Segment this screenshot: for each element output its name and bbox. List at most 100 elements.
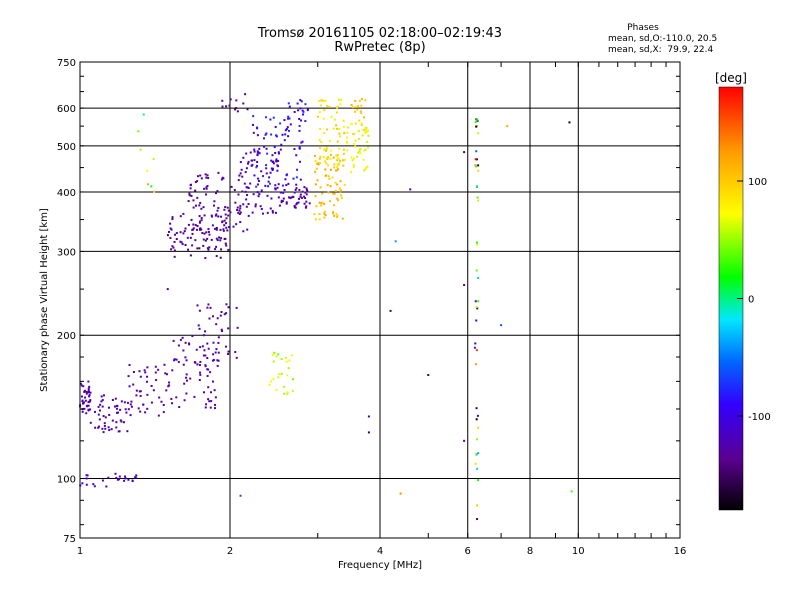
data-point <box>128 364 131 367</box>
data-point <box>330 115 333 118</box>
data-point <box>216 209 219 212</box>
data-point <box>160 400 163 403</box>
data-point <box>204 173 207 176</box>
data-point <box>352 132 355 135</box>
data-point <box>224 237 227 240</box>
data-point <box>181 243 184 246</box>
data-point <box>477 164 480 167</box>
data-point <box>207 230 210 233</box>
data-point <box>245 152 248 155</box>
data-point <box>262 212 265 215</box>
data-point <box>142 113 145 116</box>
x-axis-label: Frequency [MHz] <box>338 560 422 571</box>
data-point <box>286 126 289 129</box>
data-point <box>105 485 108 488</box>
data-point <box>319 147 322 150</box>
data-point <box>157 414 160 417</box>
data-point <box>150 401 153 404</box>
data-point <box>283 119 286 122</box>
data-point <box>313 213 316 216</box>
data-point <box>83 401 86 404</box>
data-point <box>191 244 194 247</box>
data-point <box>215 255 218 258</box>
data-point <box>305 188 308 191</box>
data-point <box>227 306 230 309</box>
data-point <box>184 227 187 230</box>
data-point <box>146 375 149 378</box>
data-point <box>111 398 114 401</box>
data-point <box>331 176 334 179</box>
data-point <box>94 426 97 429</box>
data-point <box>127 478 130 481</box>
data-point <box>343 131 346 134</box>
data-point <box>206 237 209 240</box>
data-point <box>277 183 280 186</box>
data-point <box>337 168 340 171</box>
data-point <box>338 187 341 190</box>
data-point <box>299 160 302 163</box>
data-point <box>270 167 273 170</box>
data-point <box>477 452 480 455</box>
data-point <box>350 156 353 159</box>
data-point <box>568 121 571 124</box>
data-point <box>219 239 222 242</box>
data-point <box>476 241 479 244</box>
data-point <box>130 400 133 403</box>
data-point <box>171 369 174 372</box>
data-point <box>223 313 226 316</box>
data-point <box>247 187 250 190</box>
data-point <box>305 193 308 196</box>
data-point <box>208 233 211 236</box>
data-point <box>198 204 201 207</box>
data-point <box>271 169 274 172</box>
data-point <box>228 226 231 229</box>
data-point <box>342 152 345 155</box>
data-point <box>199 346 202 349</box>
data-point <box>87 391 90 394</box>
data-point <box>88 400 91 403</box>
data-point <box>197 175 200 178</box>
data-point <box>265 132 268 135</box>
data-point <box>477 132 480 135</box>
data-point <box>88 395 91 398</box>
data-point <box>117 478 120 481</box>
data-point <box>139 375 142 378</box>
data-point <box>249 151 252 154</box>
data-point <box>162 403 165 406</box>
data-point <box>274 184 277 187</box>
data-point <box>364 99 367 102</box>
data-point <box>196 180 199 183</box>
data-point <box>265 172 268 175</box>
data-point <box>206 374 209 377</box>
phases-stat-x: mean, sd,X: 79.9, 22.4 <box>608 45 714 55</box>
data-point <box>211 224 214 227</box>
data-point <box>191 335 194 338</box>
data-point <box>200 177 203 180</box>
data-point <box>139 394 142 397</box>
data-point <box>135 394 138 397</box>
data-point <box>108 413 111 416</box>
data-point <box>134 476 137 479</box>
data-point <box>276 164 279 167</box>
data-point <box>192 227 195 230</box>
data-point <box>245 167 248 170</box>
data-point <box>192 223 195 226</box>
data-point <box>332 156 335 159</box>
data-point <box>319 186 322 189</box>
data-point <box>362 129 365 132</box>
data-point <box>323 216 326 219</box>
data-point <box>194 181 197 184</box>
data-point <box>150 384 153 387</box>
data-point <box>211 380 214 383</box>
data-point <box>337 163 340 166</box>
data-point <box>146 407 149 410</box>
data-point <box>288 105 291 108</box>
data-point <box>94 410 97 413</box>
data-point <box>335 111 338 114</box>
data-point <box>166 288 169 291</box>
data-point <box>336 197 339 200</box>
data-point <box>184 244 187 247</box>
data-point <box>252 193 255 196</box>
data-point <box>346 136 349 139</box>
data-point <box>274 188 277 191</box>
